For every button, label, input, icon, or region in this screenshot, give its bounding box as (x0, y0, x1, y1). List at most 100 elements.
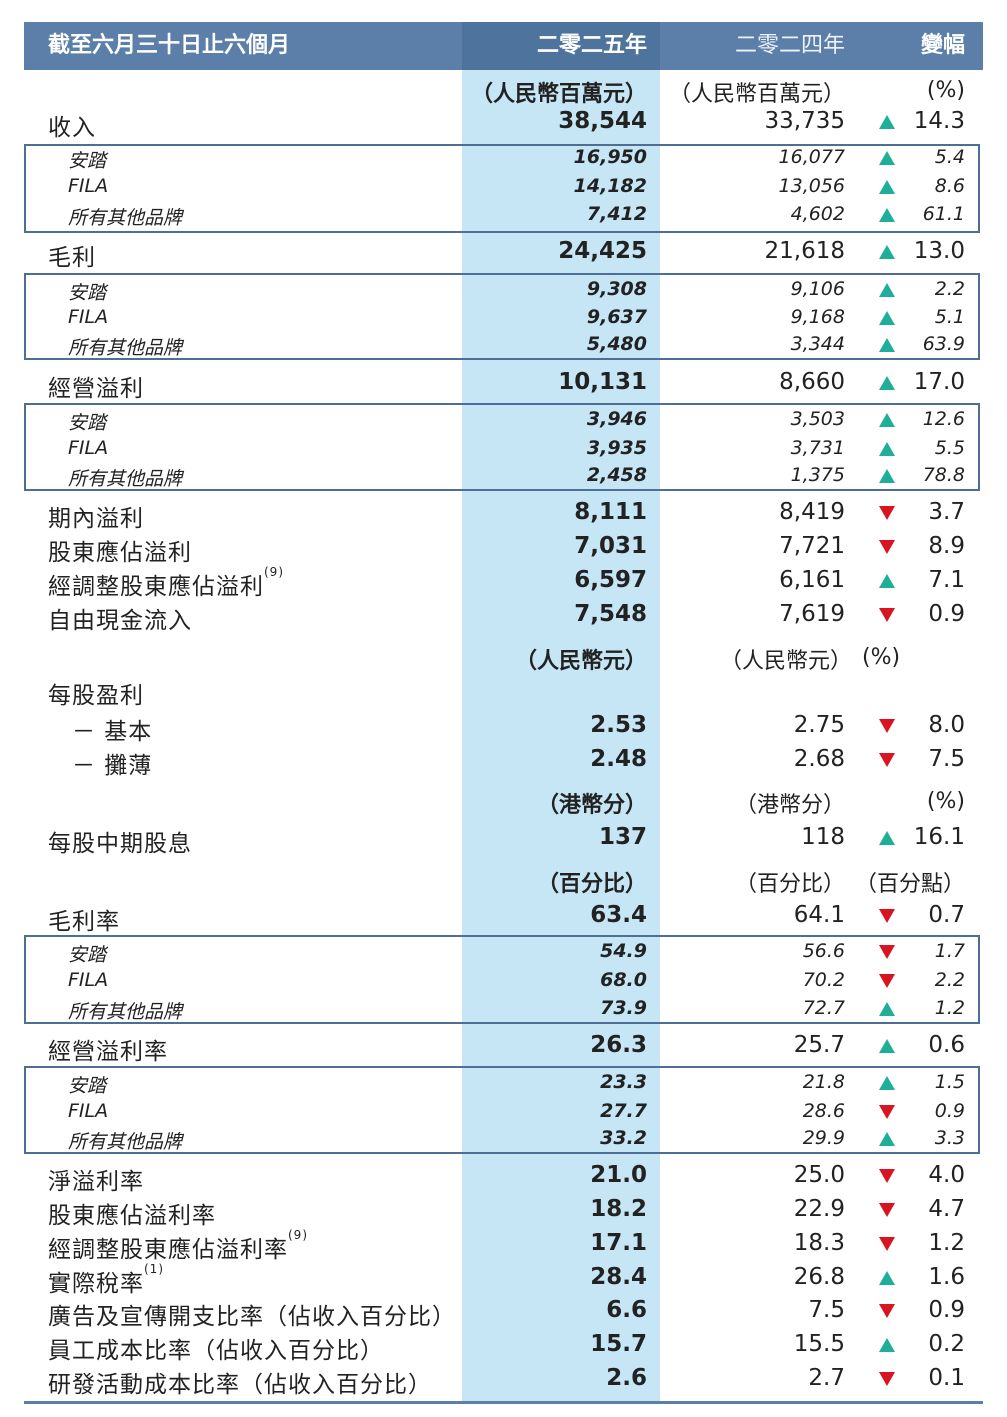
triangle-down-icon (878, 539, 896, 555)
triangle-up-icon (878, 1270, 896, 1286)
value-2024: 25.7 (793, 1032, 845, 1058)
triangle-up-icon (878, 244, 896, 260)
unit-ppt: （百分點） (854, 872, 965, 897)
row-label-text: 研發活動成本比率（佔收入百分比） (48, 1372, 432, 1398)
row-label: 安踏 (68, 1071, 106, 1098)
value-2024: 70.2 (802, 969, 845, 991)
value-2025: 9,308 (586, 278, 647, 300)
change-value: 2.2 (934, 278, 965, 300)
value-2025: 2.48 (590, 746, 647, 772)
value-2025: 18.2 (590, 1196, 647, 1222)
value-2025: 8,111 (574, 499, 647, 525)
footnote-mark: (1) (144, 1262, 164, 1276)
row-label-text: 毛利 (48, 245, 96, 271)
value-2024: 13,056 (778, 175, 845, 197)
triangle-up-icon (878, 1337, 896, 1353)
triangle-up-icon (878, 375, 896, 391)
row-label: 經調整股東應佔溢利率(9) (48, 1228, 308, 1264)
change-value: 2.2 (934, 969, 965, 991)
triangle-down-icon (878, 752, 896, 768)
change-value: 5.4 (934, 146, 965, 168)
change-value: 0.7 (928, 902, 965, 928)
change-value: 1.2 (934, 997, 965, 1019)
value-2025: 3,946 (586, 408, 647, 430)
value-2025: 17.1 (590, 1230, 647, 1256)
value-2024: 21,618 (764, 238, 845, 264)
row-label-text: 廣告及宣傳開支比率（佔收入百分比） (48, 1304, 456, 1330)
row-label-text: 期內溢利 (48, 506, 144, 532)
row-label: FILA (68, 306, 108, 328)
unit-2024-ratio: （百分比） (734, 872, 845, 897)
value-2025: 28.4 (590, 1264, 647, 1290)
row-label-text: 自由現金流入 (48, 608, 192, 634)
value-2025: 10,131 (558, 369, 647, 395)
footnote-mark: (9) (264, 565, 284, 579)
value-2024: 16,077 (778, 146, 845, 168)
row-label-text: 所有其他品牌 (68, 1131, 183, 1153)
triangle-up-icon (878, 830, 896, 846)
row-label-text: 股東應佔溢利 (48, 540, 192, 566)
triangle-up-icon (878, 468, 896, 484)
header-2025: 二零二五年 (536, 33, 647, 58)
row-label-text: 所有其他品牌 (68, 468, 183, 490)
value-2025: 24,425 (558, 238, 647, 264)
value-2024: 3,503 (790, 408, 845, 430)
row-label-text: 安踏 (68, 412, 107, 434)
change-value: 1.5 (934, 1071, 965, 1093)
change-value: 78.8 (922, 464, 965, 486)
triangle-up-icon (878, 1001, 896, 1017)
row-label: 每股中期股息 (48, 824, 192, 858)
triangle-up-icon (878, 1131, 896, 1147)
row-label-text: FILA (68, 437, 109, 459)
row-label-text: 安踏 (68, 282, 107, 304)
brand-box-operating-margin (24, 1066, 980, 1154)
triangle-down-icon (878, 1104, 896, 1120)
row-label-text: 實際稅率 (48, 1271, 144, 1297)
value-2025: 9,637 (586, 306, 647, 328)
value-2025: 7,548 (574, 601, 647, 627)
unit-pct-dps: (%) (926, 789, 965, 814)
value-2024: 7.5 (808, 1297, 845, 1323)
value-2024: 33,735 (764, 108, 845, 134)
triangle-up-icon (878, 150, 896, 166)
triangle-down-icon (878, 1236, 896, 1252)
brand-box-gross-margin (24, 935, 980, 1024)
row-label-text: FILA (68, 175, 109, 197)
brand-box-revenue (24, 144, 980, 233)
value-2025: 38,544 (558, 108, 647, 134)
change-value: 12.6 (922, 408, 965, 430)
row-label: 安踏 (68, 146, 106, 173)
row-label-text: 淨溢利率 (48, 1169, 144, 1195)
row-label-text: 安踏 (68, 150, 107, 172)
value-2025: 7,412 (586, 203, 647, 225)
triangle-down-icon (878, 505, 896, 521)
row-label-text: － 攤薄 (72, 753, 153, 779)
value-2024: 3,731 (790, 437, 845, 459)
change-value: 0.1 (928, 1365, 965, 1391)
unit-2025-ratio: （百分比） (536, 872, 647, 897)
row-label: 所有其他品牌 (68, 333, 182, 360)
row-label: 股東應佔溢利率 (48, 1196, 216, 1230)
triangle-down-icon (878, 1371, 896, 1387)
triangle-up-icon (878, 207, 896, 223)
triangle-up-icon (878, 282, 896, 298)
row-label: 淨溢利率 (48, 1162, 144, 1196)
triangle-down-icon (878, 718, 896, 734)
row-label: 員工成本比率（佔收入百分比） (48, 1331, 384, 1365)
row-label: 收入 (48, 108, 96, 142)
change-value: 0.2 (928, 1331, 965, 1357)
change-value: 16.1 (913, 824, 965, 850)
row-label: 所有其他品牌 (68, 464, 182, 491)
value-2025: 7,031 (574, 533, 647, 559)
value-2024: 7,721 (779, 533, 845, 559)
row-label: 期內溢利 (48, 499, 144, 533)
unit-2025-eps: （人民幣元） (514, 649, 647, 674)
triangle-down-icon (878, 944, 896, 960)
value-2025: 15.7 (590, 1331, 647, 1357)
value-2025: 27.7 (600, 1100, 647, 1122)
table-header-highlight (462, 22, 660, 70)
value-2024: 3,344 (790, 333, 845, 355)
change-value: 0.9 (934, 1100, 965, 1122)
change-value: 1.6 (928, 1264, 965, 1290)
value-2024: 9,106 (790, 278, 845, 300)
